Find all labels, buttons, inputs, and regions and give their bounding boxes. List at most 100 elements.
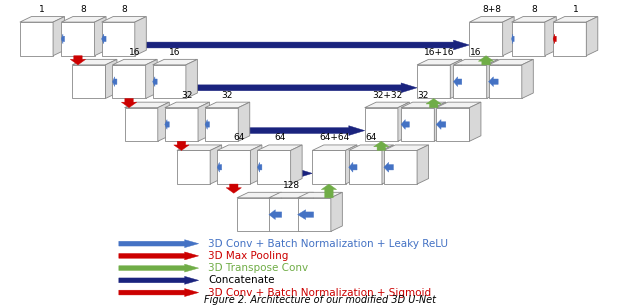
Polygon shape <box>210 145 221 184</box>
Polygon shape <box>125 108 158 141</box>
Polygon shape <box>417 65 451 99</box>
Polygon shape <box>238 102 250 141</box>
Polygon shape <box>298 192 342 198</box>
Polygon shape <box>173 141 189 150</box>
Text: 32+32: 32+32 <box>372 91 402 100</box>
Text: 3D Conv + Batch Normalization + Sigmoid: 3D Conv + Batch Normalization + Sigmoid <box>208 288 431 297</box>
Polygon shape <box>382 145 394 184</box>
Polygon shape <box>321 184 337 198</box>
Text: 32: 32 <box>418 91 429 100</box>
Polygon shape <box>119 240 198 248</box>
Polygon shape <box>177 145 221 150</box>
Polygon shape <box>586 17 598 56</box>
Polygon shape <box>186 59 197 99</box>
Polygon shape <box>384 150 417 184</box>
Polygon shape <box>436 120 446 129</box>
Polygon shape <box>469 17 514 22</box>
Polygon shape <box>177 150 210 184</box>
Polygon shape <box>165 102 209 108</box>
Polygon shape <box>451 59 462 99</box>
Text: 64+64: 64+64 <box>319 134 350 142</box>
Polygon shape <box>226 184 241 193</box>
Polygon shape <box>511 22 545 56</box>
Polygon shape <box>312 150 346 184</box>
Polygon shape <box>153 77 157 87</box>
Polygon shape <box>61 17 106 22</box>
Polygon shape <box>436 108 469 141</box>
Polygon shape <box>205 102 250 108</box>
Polygon shape <box>469 102 481 141</box>
Polygon shape <box>298 210 314 220</box>
Text: 64: 64 <box>234 134 245 142</box>
Polygon shape <box>146 59 157 99</box>
Polygon shape <box>250 145 262 184</box>
Polygon shape <box>522 59 533 99</box>
Polygon shape <box>257 145 302 150</box>
Polygon shape <box>417 145 429 184</box>
Polygon shape <box>502 17 514 56</box>
Text: 64: 64 <box>274 134 285 142</box>
Text: 64: 64 <box>365 134 377 142</box>
Polygon shape <box>119 276 198 284</box>
Polygon shape <box>269 210 282 220</box>
Polygon shape <box>205 120 209 129</box>
Text: 16+16: 16+16 <box>424 48 454 57</box>
Polygon shape <box>346 145 357 184</box>
Text: 3D Transpose Conv: 3D Transpose Conv <box>208 263 308 273</box>
Polygon shape <box>237 198 270 231</box>
Polygon shape <box>365 102 410 108</box>
Polygon shape <box>125 102 170 108</box>
Polygon shape <box>511 17 556 22</box>
Polygon shape <box>217 162 221 172</box>
Polygon shape <box>241 126 365 135</box>
Polygon shape <box>102 22 135 56</box>
Polygon shape <box>165 120 170 129</box>
Text: 8+8: 8+8 <box>483 5 501 14</box>
Polygon shape <box>426 99 442 108</box>
Polygon shape <box>119 264 198 272</box>
Polygon shape <box>401 120 410 129</box>
Text: Concatenate: Concatenate <box>208 275 275 285</box>
Text: 16: 16 <box>129 48 141 57</box>
Text: Figure 2. Architecture of our modified 3D U-Net: Figure 2. Architecture of our modified 3… <box>204 295 436 305</box>
Polygon shape <box>349 162 357 172</box>
Polygon shape <box>349 150 382 184</box>
Polygon shape <box>553 17 598 22</box>
Polygon shape <box>331 192 342 231</box>
Polygon shape <box>61 22 95 56</box>
Polygon shape <box>374 141 389 150</box>
Polygon shape <box>135 17 147 56</box>
Polygon shape <box>119 252 198 260</box>
Polygon shape <box>384 162 394 172</box>
Polygon shape <box>349 145 394 150</box>
Polygon shape <box>545 17 556 56</box>
Polygon shape <box>553 34 556 44</box>
Text: 8: 8 <box>81 5 86 14</box>
Polygon shape <box>113 59 157 65</box>
Polygon shape <box>269 192 314 198</box>
Polygon shape <box>294 169 312 178</box>
Polygon shape <box>291 145 302 184</box>
Polygon shape <box>312 145 357 150</box>
Polygon shape <box>478 56 493 65</box>
Polygon shape <box>488 59 533 65</box>
Polygon shape <box>298 198 331 231</box>
Polygon shape <box>302 192 314 231</box>
Polygon shape <box>217 150 250 184</box>
Polygon shape <box>436 102 481 108</box>
Polygon shape <box>72 65 106 99</box>
Polygon shape <box>95 17 106 56</box>
Polygon shape <box>153 59 197 65</box>
Polygon shape <box>158 102 170 141</box>
Polygon shape <box>113 65 146 99</box>
Polygon shape <box>553 22 586 56</box>
Text: 8: 8 <box>121 5 127 14</box>
Polygon shape <box>138 40 469 50</box>
Text: 1: 1 <box>39 5 45 14</box>
Polygon shape <box>401 108 435 141</box>
Polygon shape <box>488 77 498 87</box>
Polygon shape <box>122 99 137 108</box>
Polygon shape <box>257 162 262 172</box>
Polygon shape <box>102 34 106 44</box>
Polygon shape <box>153 65 186 99</box>
